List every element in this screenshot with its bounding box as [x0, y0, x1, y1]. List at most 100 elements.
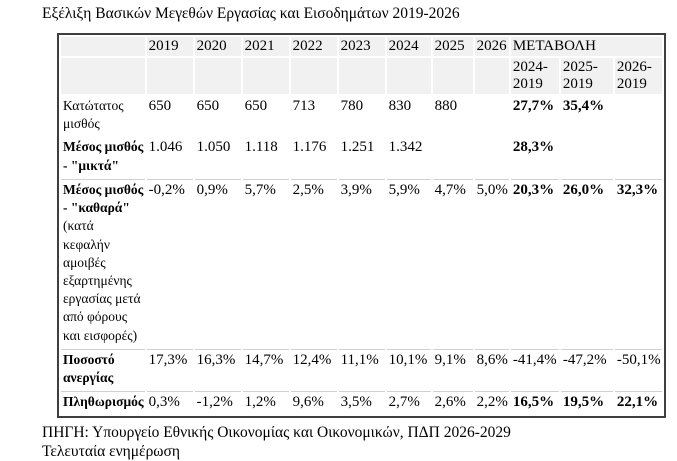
value-cell: 1.251: [340, 139, 375, 156]
change-cell: 26,0%: [560, 178, 613, 347]
value-cell: 650: [196, 98, 220, 114]
clipped-text-line: Τελευταία ενημέρωση: [42, 443, 180, 461]
row-label: Κατώτατος μισθός: [61, 96, 145, 135]
value-cell: 11,1%: [338, 348, 385, 389]
change-cell: 35,4%: [562, 98, 605, 114]
empty-header-cell: [146, 58, 193, 94]
row-label: Μέσος μισθός - "καθαρά" (κατά κεφαλήν αμ…: [61, 178, 145, 347]
row-label: Ποσοστό ανεργίας: [61, 348, 145, 389]
value-cell: 1.342: [388, 139, 423, 156]
change-subheader: 2025- 2019: [560, 58, 613, 94]
change-cell: [615, 96, 662, 135]
value-cell: 830: [388, 98, 412, 114]
year-header: 2026: [474, 37, 509, 56]
value-cell: [475, 96, 509, 135]
row-label: Πληθωρισμός: [61, 391, 145, 414]
row-label: Μέσος μισθός - "μικτά": [61, 137, 145, 176]
year-header: 2022: [290, 37, 337, 56]
row-label-note: (κατά κεφαλήν αμοιβές εξαρτημένης εργασί…: [63, 218, 141, 343]
value-cell: 2,5%: [290, 178, 337, 347]
labor-income-table: 2019 2020 2021 2022 2023 2024 2025 2026 ΜΕΤΑΒΟΛΗ…: [57, 33, 666, 419]
change-cell: 20,3%: [510, 178, 559, 347]
corner-cell: [61, 37, 145, 56]
empty-header-cell: [386, 58, 431, 94]
empty-header-cell: [474, 58, 509, 94]
value-cell: 2,6%: [432, 391, 473, 414]
value-cell: 1,2%: [242, 391, 289, 414]
year-header: 2023: [338, 37, 385, 56]
value-cell: 713: [292, 98, 316, 114]
value-cell: 650: [148, 98, 172, 114]
value-cell: 1.118: [244, 139, 278, 156]
value-cell: 12,4%: [290, 348, 337, 389]
empty-header-cell: [290, 58, 337, 94]
change-subheader: 2024- 2019: [510, 58, 559, 94]
row-label-main: Μέσος μισθός - "μικτά": [63, 139, 144, 173]
change-cell: -47,2%: [560, 348, 613, 389]
table-row: Κατώτατος μισθός 650 650 650 713 780 830 880 27,…: [61, 96, 662, 135]
source-note: ΠΗΓΗ: Υπουργείο Εθνικής Οικονομίας και Ο…: [42, 424, 511, 442]
empty-header-cell: [432, 58, 473, 94]
year-header: 2021: [242, 37, 289, 56]
change-cell: 27,7%: [512, 98, 555, 114]
value-cell: 9,1%: [432, 348, 473, 389]
year-header: 2020: [194, 37, 241, 56]
value-cell: 8,6%: [474, 348, 509, 389]
table-row: Ποσοστό ανεργίας 17,3% 16,3% 14,7% 12,4% 11,1…: [61, 348, 662, 389]
change-cell: [561, 137, 613, 176]
year-header: 2025: [432, 37, 473, 56]
row-label-main: Πληθωρισμός: [63, 394, 144, 410]
table-row: Μέσος μισθός - "καθαρά" (κατά κεφαλήν αμ…: [61, 178, 662, 347]
change-cell: -50,1%: [614, 348, 662, 389]
value-cell: 0,3%: [146, 391, 193, 414]
value-cell: 1.176: [292, 139, 327, 156]
value-cell: [475, 137, 509, 176]
value-cell: -1,2%: [194, 391, 241, 414]
page-title: Εξέλιξη Βασικών Μεγεθών Εργασίας και Εισ…: [42, 5, 460, 22]
value-cell: 2,2%: [474, 391, 509, 414]
change-cell: [615, 137, 662, 176]
value-cell: 5,0%: [474, 178, 509, 347]
year-header: 2019: [146, 37, 193, 56]
value-cell: 10,1%: [386, 348, 431, 389]
year-header: 2024: [386, 37, 431, 56]
value-cell: 1.050: [196, 139, 231, 156]
table-header: 2019 2020 2021 2022 2023 2024 2025 2026 ΜΕΤΑΒΟΛΗ…: [61, 37, 662, 94]
table-row: Πληθωρισμός 0,3% -1,2% 1,2% 9,6% 3,5% 2,7% 2,6%…: [61, 391, 662, 414]
value-cell: 5,9%: [386, 178, 431, 347]
value-cell: 17,3%: [146, 348, 193, 389]
change-cell: 19,5%: [560, 391, 613, 414]
value-cell: 650: [244, 98, 268, 114]
row-label-main: Ποσοστό ανεργίας: [63, 351, 115, 386]
value-cell: 16,3%: [194, 348, 241, 389]
change-header: ΜΕΤΑΒΟΛΗ: [510, 37, 662, 56]
value-cell: 1.046: [148, 139, 183, 156]
row-label-main: Μέσος μισθός - "καθαρά": [63, 181, 144, 216]
value-cell: 3,9%: [338, 178, 385, 347]
value-cell: 780: [340, 98, 364, 114]
value-cell: 14,7%: [242, 348, 289, 389]
empty-header-cell: [194, 58, 241, 94]
change-cell: 28,3%: [512, 139, 555, 156]
value-cell: 4,7%: [432, 178, 473, 347]
row-label-main: Κατώτατος μισθός: [63, 98, 124, 132]
table-row: Μέσος μισθός - "μικτά" 1.046 1.050 1.118 1.1…: [61, 137, 662, 176]
empty-header-cell: [338, 58, 385, 94]
value-cell: 3,5%: [338, 391, 385, 414]
corner-cell: [61, 58, 145, 94]
value-cell: [433, 137, 473, 176]
value-cell: 880: [434, 98, 458, 114]
value-cell: 2,7%: [386, 391, 431, 414]
table-body: Κατώτατος μισθός 650 650 650 713 780 830 880 27,…: [61, 96, 662, 414]
empty-header-cell: [242, 58, 289, 94]
value-cell: 9,6%: [290, 391, 337, 414]
change-subheader: 2026- 2019: [614, 58, 662, 94]
value-cell: -0,2%: [146, 178, 193, 347]
value-cell: 5,7%: [242, 178, 289, 347]
change-cell: 16,5%: [510, 391, 559, 414]
change-cell: 22,1%: [614, 391, 662, 414]
value-cell: 0,9%: [194, 178, 241, 347]
change-cell: -41,4%: [510, 348, 559, 389]
change-cell: 32,3%: [614, 178, 662, 347]
